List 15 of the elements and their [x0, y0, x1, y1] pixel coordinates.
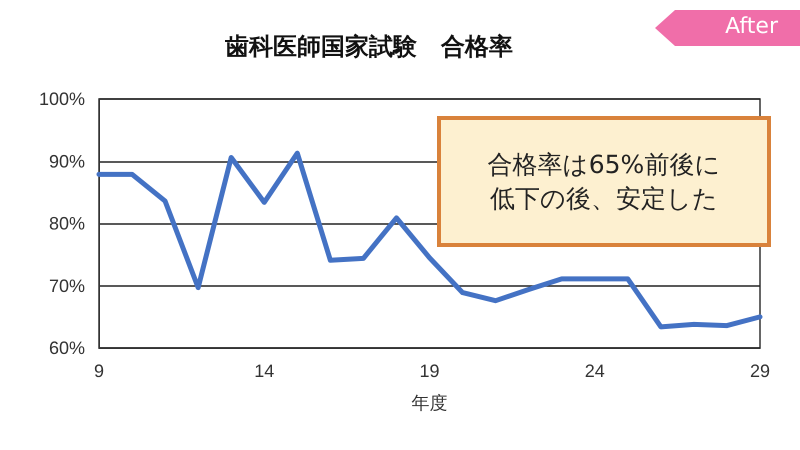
x-tick-label: 19 [419, 361, 440, 381]
x-tick-label: 24 [584, 361, 605, 381]
x-tick-label: 14 [254, 361, 274, 381]
x-tick-label: 29 [750, 361, 770, 381]
y-tick-label: 90% [48, 151, 85, 172]
y-tick-label: 100% [38, 89, 85, 109]
y-tick-label: 80% [48, 214, 85, 234]
y-tick-label: 70% [48, 276, 85, 296]
x-axis-title: 年度 [412, 393, 448, 413]
x-tick-label: 9 [94, 361, 104, 381]
text: After [725, 14, 778, 39]
y-tick-label: 60% [48, 338, 85, 358]
callout-box: 合格率は65%前後に低下の後、安定した [437, 116, 771, 247]
annotation: 合格率は65%前後に低下の後、安定した [486, 148, 722, 214]
chart-title: 歯科医師国家試験 合格率 [224, 34, 513, 60]
